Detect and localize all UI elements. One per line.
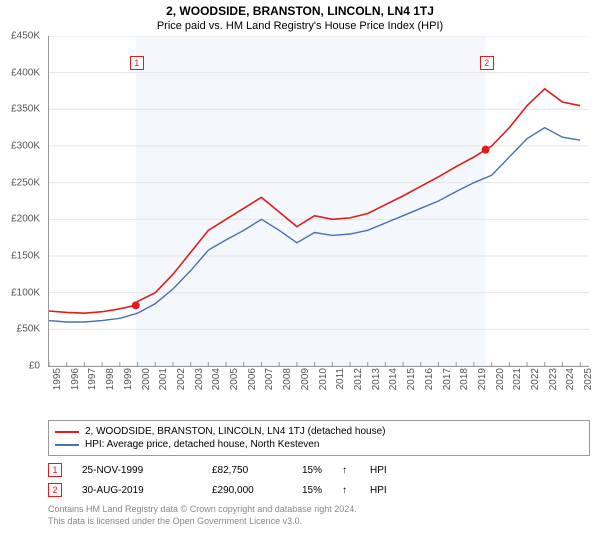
up-arrow-icon: ↑: [342, 465, 350, 476]
plot-svg: [49, 36, 589, 366]
sale-marker-2: 2: [480, 56, 494, 70]
sale-ref: HPI: [370, 465, 387, 476]
x-tick-label: 2025: [583, 368, 594, 390]
legend-swatch: [55, 444, 79, 446]
legend-item: HPI: Average price, detached house, Nort…: [55, 438, 583, 451]
sale-row-marker: 1: [48, 463, 62, 477]
chart-title: 2, WOODSIDE, BRANSTON, LINCOLN, LN4 1TJ: [0, 0, 600, 18]
footer-line-2: This data is licensed under the Open Gov…: [48, 516, 590, 528]
y-tick-label: £350K: [11, 104, 40, 115]
sale-row: 2 30-AUG-2019 £290,000 15% ↑ HPI: [48, 480, 590, 500]
sale-marker-1: 1: [130, 56, 144, 70]
x-tick-label: 2006: [247, 368, 258, 390]
x-tick-label: 2002: [176, 368, 187, 390]
sales-table: 1 25-NOV-1999 £82,750 15% ↑ HPI 2 30-AUG-2019 £2…: [48, 460, 590, 500]
x-tick-label: 1996: [70, 368, 81, 390]
x-tick-label: 1998: [105, 368, 116, 390]
sale-pct: 15%: [302, 465, 322, 476]
legend-box: 2, WOODSIDE, BRANSTON, LINCOLN, LN4 1TJ …: [48, 420, 590, 456]
x-tick-label: 2024: [565, 368, 576, 390]
legend-item: 2, WOODSIDE, BRANSTON, LINCOLN, LN4 1TJ …: [55, 425, 583, 438]
x-tick-label: 2009: [300, 368, 311, 390]
sale-date: 25-NOV-1999: [82, 465, 192, 476]
x-tick-label: 1997: [87, 368, 98, 390]
y-tick-label: £0: [29, 361, 40, 372]
y-tick-label: £150K: [11, 251, 40, 262]
x-tick-label: 2022: [530, 368, 541, 390]
sale-pct: 15%: [302, 485, 322, 496]
y-tick-label: £200K: [11, 214, 40, 225]
x-tick-label: 1995: [52, 368, 63, 390]
chart-container: 2, WOODSIDE, BRANSTON, LINCOLN, LN4 1TJ …: [0, 0, 600, 560]
x-tick-label: 2000: [141, 368, 152, 390]
chart-area: £0 £50K £100K £150K £200K £250K £300K £350K £400…: [0, 36, 600, 416]
x-tick-label: 2008: [282, 368, 293, 390]
x-tick-label: 2018: [459, 368, 470, 390]
chart-subtitle: Price paid vs. HM Land Registry's House …: [0, 18, 600, 36]
y-tick-label: £100K: [11, 287, 40, 298]
x-tick-label: 2021: [512, 368, 523, 390]
sale-row-marker: 2: [48, 483, 62, 497]
x-tick-label: 2010: [318, 368, 329, 390]
x-tick-label: 2016: [424, 368, 435, 390]
sale-ref: HPI: [370, 485, 387, 496]
legend-label: HPI: Average price, detached house, Nort…: [85, 439, 319, 450]
x-tick-label: 2007: [264, 368, 275, 390]
sale-price: £82,750: [212, 465, 282, 476]
y-tick-label: £250K: [11, 177, 40, 188]
footer-line-1: Contains HM Land Registry data © Crown c…: [48, 504, 590, 516]
legend-swatch: [55, 431, 79, 433]
x-tick-label: 2012: [353, 368, 364, 390]
sale-date: 30-AUG-2019: [82, 485, 192, 496]
x-tick-label: 2017: [442, 368, 453, 390]
x-tick-label: 2011: [335, 368, 346, 390]
x-tick-label: 2013: [371, 368, 382, 390]
y-axis-labels: £0£50K£100K£150K£200K£250K£300K£350K£400…: [0, 36, 44, 366]
x-tick-label: 2014: [388, 368, 399, 390]
x-axis-labels: 1995 1996 1997 1998 1999 2000 2001 2002 2003 2004…: [48, 368, 588, 416]
footer-text: Contains HM Land Registry data © Crown c…: [48, 504, 590, 527]
y-tick-label: £450K: [11, 31, 40, 42]
x-tick-label: 2005: [229, 368, 240, 390]
x-tick-label: 2019: [477, 368, 488, 390]
y-tick-label: £400K: [11, 67, 40, 78]
up-arrow-icon: ↑: [342, 485, 350, 496]
plot-area: 12: [48, 36, 589, 367]
x-tick-label: 2003: [194, 368, 205, 390]
legend-label: 2, WOODSIDE, BRANSTON, LINCOLN, LN4 1TJ …: [85, 426, 385, 437]
x-tick-label: 2020: [495, 368, 506, 390]
x-tick-label: 2004: [211, 368, 222, 390]
x-tick-label: 2015: [406, 368, 417, 390]
sale-row: 1 25-NOV-1999 £82,750 15% ↑ HPI: [48, 460, 590, 480]
y-tick-label: £50K: [17, 324, 40, 335]
x-tick-label: 2001: [158, 368, 169, 390]
x-tick-label: 2023: [548, 368, 559, 390]
y-tick-label: £300K: [11, 141, 40, 152]
x-tick-label: 1999: [123, 368, 134, 390]
sale-price: £290,000: [212, 485, 282, 496]
